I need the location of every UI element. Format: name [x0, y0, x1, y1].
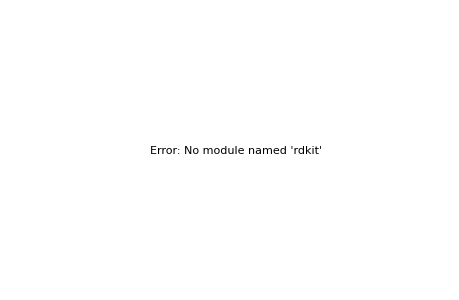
Text: Error: No module named 'rdkit': Error: No module named 'rdkit' — [149, 146, 321, 157]
